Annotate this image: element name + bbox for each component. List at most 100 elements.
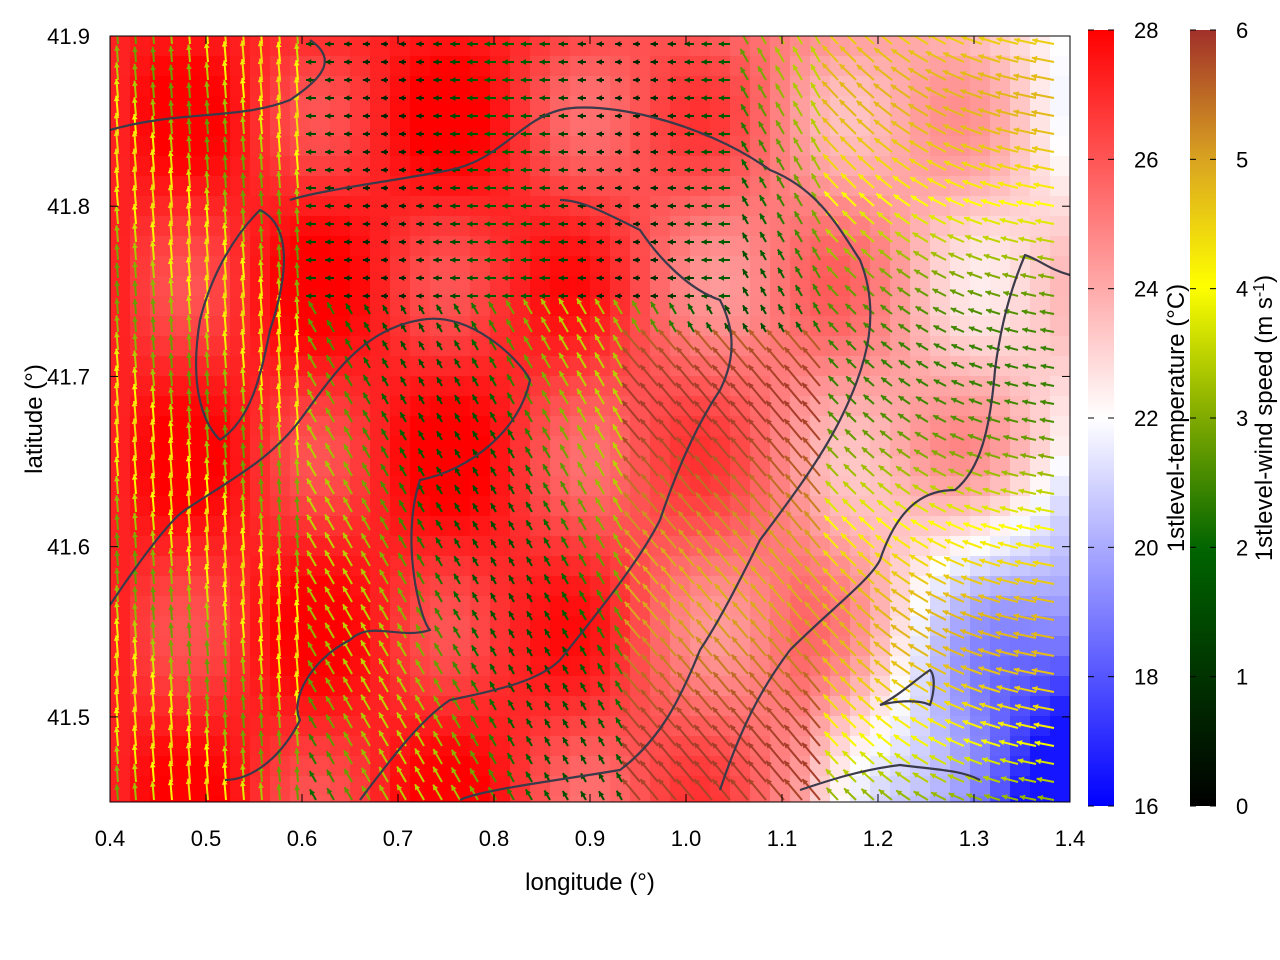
heatmap-cell [190,616,211,637]
heatmap-cell [930,316,951,337]
heatmap-cell [610,256,631,277]
heatmap-cell [190,576,211,597]
heatmap-cell [670,236,691,257]
heatmap-cell [270,596,291,617]
heatmap-cell [530,356,551,377]
heatmap-cell [370,156,391,177]
heatmap-cell [610,656,631,677]
heatmap-cell [630,116,651,137]
heatmap-cell [870,776,891,797]
heatmap-cell [650,316,671,337]
heatmap-cell [870,416,891,437]
heatmap-cell [650,96,671,117]
heatmap-cell [570,176,591,197]
heatmap-cell [410,96,431,117]
heatmap-cell [210,176,231,197]
heatmap-cell [410,776,431,797]
heatmap-cell [870,536,891,557]
heatmap-cell [750,636,771,657]
heatmap-cell [390,36,411,57]
heatmap-cell [1050,276,1070,297]
heatmap-cell [790,316,811,337]
heatmap-cell [250,536,271,557]
heatmap-cell [570,116,591,137]
heatmap-cell [170,516,191,537]
heatmap-cell [170,236,191,257]
heatmap-cell [230,436,251,457]
heatmap-cell [290,376,311,397]
heatmap-cell [210,496,231,517]
heatmap-cell [550,216,571,237]
heatmap-cell [510,136,531,157]
heatmap-cell [190,336,211,357]
heatmap-cell [330,296,351,317]
heatmap-cell [830,736,851,757]
heatmap-cell [470,36,491,57]
heatmap-cell [510,56,531,77]
heatmap-cell [450,576,471,597]
heatmap-cell [810,496,831,517]
heatmap-cell [530,256,551,277]
heatmap-cell [570,356,591,377]
heatmap-cell [770,536,791,557]
heatmap-cell [510,736,531,757]
heatmap-cell [510,796,531,802]
heatmap-cell [350,316,371,337]
heatmap-cell [290,96,311,117]
heatmap-cell [130,756,151,777]
heatmap-cell [590,356,611,377]
y-tick-label: 41.5 [47,705,90,730]
heatmap-cell [170,276,191,297]
heatmap-cell [270,776,291,797]
heatmap-cell [370,576,391,597]
heatmap-cell [150,96,171,117]
heatmap-cell [110,596,131,617]
heatmap-cell [1050,216,1070,237]
heatmap-cell [630,156,651,177]
heatmap-cell [910,456,931,477]
heatmap-cell [870,56,891,77]
heatmap-cell [910,636,931,657]
heatmap-cell [450,156,471,177]
heatmap-cell [450,476,471,497]
heatmap-cell [770,796,791,802]
heatmap-cell [830,336,851,357]
heatmap-cell [670,616,691,637]
heatmap-cell [410,356,431,377]
heatmap-cell [150,236,171,257]
heatmap-cell [510,576,531,597]
heatmap-cell [330,616,351,637]
heatmap-cell [230,36,251,57]
heatmap-cell [1030,336,1051,357]
heatmap-cell [690,736,711,757]
heatmap-cell [610,316,631,337]
heatmap-cell [570,556,591,577]
heatmap-cell [550,116,571,137]
heatmap-cell [710,796,731,802]
heatmap-cell [590,156,611,177]
heatmap-cell [390,236,411,257]
heatmap-cell [910,96,931,117]
heatmap-cell [230,736,251,757]
heatmap-cell [910,236,931,257]
heatmap-cell [790,76,811,97]
heatmap-cell [170,756,191,777]
heatmap-cell [350,676,371,697]
heatmap-cell [870,616,891,637]
heatmap-cell [110,176,131,197]
heatmap-cell [770,636,791,657]
heatmap-cell [130,316,151,337]
x-tick-label: 0.8 [479,826,510,851]
heatmap-cell [990,656,1011,677]
heatmap-cell [330,316,351,337]
heatmap-cell [510,696,531,717]
heatmap-cell [850,396,871,417]
heatmap-cell [330,536,351,557]
heatmap-cell [510,236,531,257]
heatmap-cell [490,556,511,577]
heatmap-cell [450,176,471,197]
heatmap-cell [150,376,171,397]
heatmap-cell [1010,496,1031,517]
heatmap-cell [130,216,151,237]
